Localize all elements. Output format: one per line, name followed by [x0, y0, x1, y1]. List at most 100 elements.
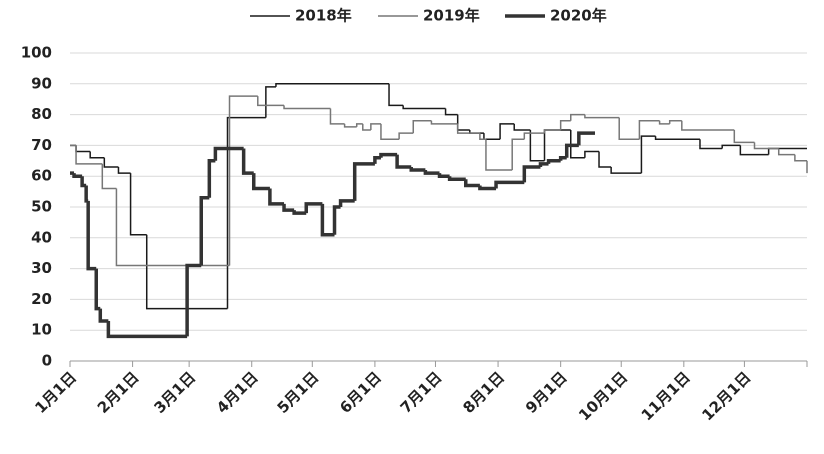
line-step — [447, 176, 466, 182]
line-step — [355, 123, 363, 127]
legend-label: 2020年 — [550, 7, 607, 25]
line-step — [638, 120, 660, 140]
line-step — [282, 203, 295, 212]
line-step — [733, 130, 755, 144]
line-step — [251, 173, 270, 191]
line-step — [268, 188, 285, 206]
line-step — [94, 268, 101, 311]
line-step — [570, 113, 585, 121]
line-step — [380, 123, 400, 140]
line-step — [721, 144, 741, 149]
line-step — [117, 166, 131, 174]
line-step — [213, 146, 244, 161]
line-step — [370, 123, 381, 130]
line-step — [145, 234, 228, 310]
line-step — [388, 83, 404, 107]
line-step — [584, 114, 620, 119]
y-tick-label: 90 — [31, 74, 52, 92]
line-step — [185, 263, 202, 337]
line-step — [320, 203, 335, 237]
line-step — [423, 170, 440, 175]
line-step — [570, 130, 585, 159]
line-step — [338, 199, 355, 207]
line-step — [753, 142, 779, 150]
line-step — [478, 185, 497, 191]
line-step — [668, 120, 682, 124]
y-tick-label: 70 — [31, 136, 52, 154]
x-tick-label: 10月1日 — [575, 368, 631, 424]
line-step — [241, 148, 254, 175]
line-step — [373, 155, 381, 164]
line-step — [379, 152, 398, 158]
line-step — [265, 86, 276, 118]
line-step — [75, 145, 91, 153]
line-step — [523, 132, 545, 140]
line-step — [658, 120, 670, 125]
legend-label: 2019年 — [423, 7, 480, 25]
line-step — [89, 151, 105, 159]
x-tick-label: 4月1日 — [213, 368, 262, 417]
x-tick-label: 12月1日 — [698, 368, 754, 424]
line-step — [559, 120, 571, 130]
line-step — [398, 132, 414, 140]
line-step — [598, 151, 612, 168]
x-tick-label: 6月1日 — [336, 368, 385, 417]
line-step — [464, 179, 480, 188]
x-tick-label: 8月1日 — [459, 368, 508, 417]
line-step — [228, 95, 258, 266]
line-step — [543, 129, 561, 134]
line-step — [395, 154, 412, 169]
x-tick-label: 2月1日 — [94, 368, 143, 417]
line-step — [80, 176, 87, 188]
line-step — [577, 131, 595, 146]
line-step — [207, 159, 216, 198]
line-step — [584, 150, 600, 158]
line-step — [511, 138, 525, 171]
line-step — [226, 116, 266, 309]
line-step — [402, 105, 446, 110]
line-step — [444, 108, 458, 116]
legend-label: 2018年 — [295, 7, 352, 25]
x-tick-label: 5月1日 — [274, 368, 323, 417]
line-step — [479, 133, 486, 140]
line-step — [409, 166, 426, 172]
line-step — [546, 159, 561, 164]
x-tick-label: 1月1日 — [31, 368, 80, 417]
line-step — [292, 210, 307, 215]
line-step — [275, 83, 390, 87]
line-step — [777, 148, 795, 156]
line-step — [412, 120, 432, 134]
line-step — [522, 165, 541, 183]
x-tick-label: 11月1日 — [638, 368, 694, 424]
line-step — [499, 123, 515, 140]
line-step — [101, 163, 117, 190]
x-tick-label: 9月1日 — [522, 368, 571, 417]
line-step — [329, 108, 345, 125]
line-step — [283, 105, 331, 110]
line-step — [456, 123, 480, 134]
line-step — [84, 185, 89, 203]
line-step — [699, 139, 723, 150]
y-tick-label: 80 — [31, 105, 52, 123]
line-step — [485, 139, 513, 171]
line-step — [529, 130, 545, 162]
line-step — [103, 157, 119, 168]
line-step — [618, 117, 640, 140]
line-step — [352, 162, 375, 201]
line-step — [564, 143, 579, 158]
line-step — [681, 120, 735, 131]
line-step — [199, 196, 210, 266]
line-step — [794, 154, 807, 162]
line-step — [456, 114, 470, 131]
line-step — [430, 120, 458, 125]
x-tick-label: 7月1日 — [397, 368, 446, 417]
y-tick-label: 40 — [31, 228, 52, 246]
line-step — [332, 205, 341, 235]
line-step — [538, 162, 549, 167]
line-step — [513, 123, 531, 131]
line-step — [257, 96, 285, 107]
y-tick-label: 10 — [31, 321, 52, 339]
x-tick-label: 3月1日 — [150, 368, 199, 417]
line-step — [75, 145, 103, 165]
